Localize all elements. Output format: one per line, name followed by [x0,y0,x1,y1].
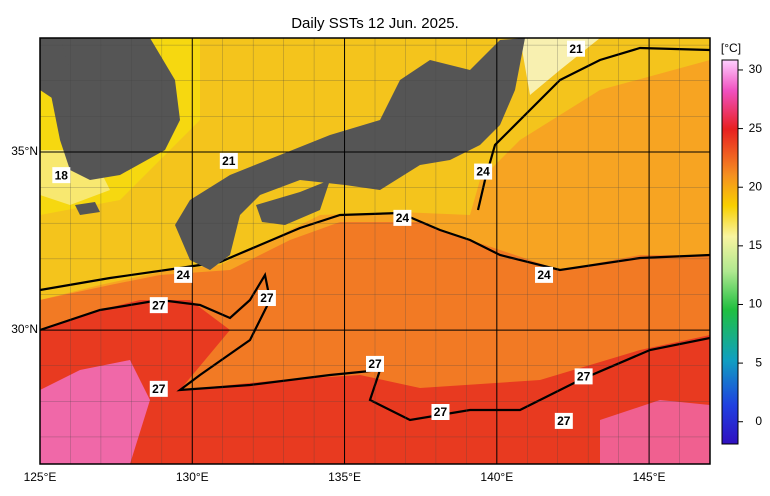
contour-label-box [174,266,193,283]
lon-tick-label: 135°E [328,470,361,484]
contour-label-box [474,163,493,180]
colorbar-tick-label: 0 [755,414,762,428]
contour-label-box [149,297,168,314]
contour-label-text: 21 [222,154,236,168]
colorbar [721,59,739,445]
lon-tick-label: 125°E [24,470,57,484]
contour-label-text: 27 [434,405,448,419]
contour-label-box [219,152,238,169]
contour-label-box [554,412,573,429]
land-shikoku [256,180,330,225]
contour-label-text: 27 [557,414,571,428]
contour-label-box [567,40,585,57]
contour-label: 27 [554,412,573,429]
land-korea [50,38,180,180]
map-title: Daily SSTs 12 Jun. 2025. [291,15,459,32]
contour-label: 18 [52,167,71,184]
contour-label: 24 [535,266,554,283]
colorbar-tick-label: 10 [749,297,763,311]
contour-label: 21 [567,40,585,57]
contour-label: 24 [474,163,493,180]
colorbar-tick-label: 15 [749,238,763,252]
contour-label-text: 27 [152,298,166,312]
contour-label-box [431,403,450,420]
contour-label: 21 [219,152,238,169]
sea-pink [40,360,150,464]
contour-label-box [535,266,554,283]
contour-label: 24 [393,209,412,226]
contour-label: 27 [574,368,593,385]
colorbar-label: [°C] [721,41,741,55]
land-china [40,38,70,100]
contour-label: 27 [149,380,168,397]
contour-label-box [52,167,71,184]
contour-label-box [257,290,276,307]
contour-label-text: 27 [577,370,591,384]
contour-label-box [574,368,593,385]
contour-label-box [366,355,384,372]
contour-label-box [149,380,168,397]
contour-label: 27 [149,297,168,314]
lon-tick-label: 145°E [633,470,666,484]
contour-label-box [393,209,412,226]
contour-label-text: 27 [260,291,274,305]
contour-label-text: 24 [176,268,190,282]
contour-label-text: 18 [55,168,69,182]
contour-label-text: 27 [368,357,382,371]
contour-label: 24 [174,266,193,283]
colorbar-tick-label: 30 [749,62,763,76]
sea-pink-east [600,400,710,464]
land-japan [175,38,525,270]
contour-label-text: 24 [476,165,490,179]
contour-label-text: 24 [396,211,410,225]
contour-label-text: 27 [152,382,166,396]
contour-label: 27 [431,403,450,420]
contour-label: 27 [257,290,276,307]
lat-tick-label: 30°N [11,322,38,336]
colorbar-tick-label: 25 [749,121,763,135]
contour-label: 27 [366,355,384,372]
land-jeju [75,202,100,215]
contour-label-text: 24 [537,268,551,282]
contour-label-text: 21 [569,42,583,56]
lon-tick-label: 130°E [176,470,209,484]
lon-tick-label: 140°E [480,470,513,484]
colorbar-tick-label: 20 [749,179,763,193]
colorbar-tick-label: 5 [755,355,762,369]
lat-tick-label: 35°N [11,144,38,158]
